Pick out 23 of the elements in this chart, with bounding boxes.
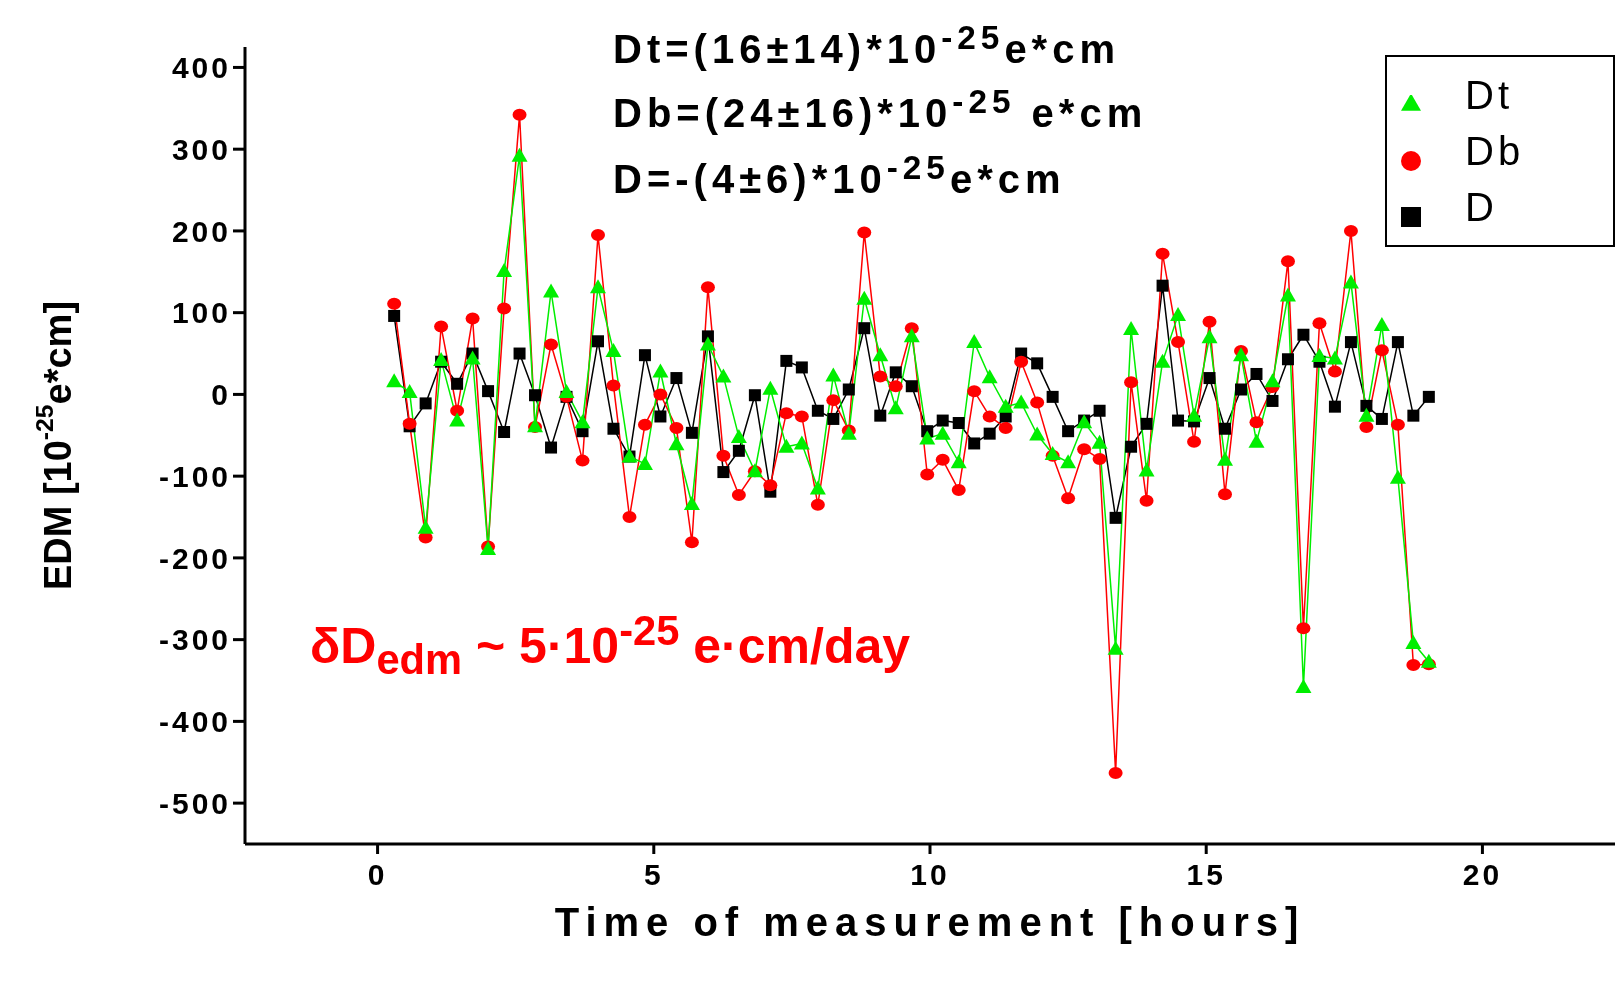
legend-label: D	[1465, 185, 1498, 229]
y-tick-label: 200	[171, 214, 231, 248]
x-tick-label: 10	[910, 858, 950, 892]
y-tick-label: 300	[171, 132, 231, 166]
y-tick-label: -300	[158, 623, 231, 657]
legend-label: Dt	[1465, 73, 1513, 117]
legend-label: Db	[1465, 129, 1525, 173]
x-tick-label: 20	[1462, 858, 1503, 892]
annotation: Dt=(16±14)*10$^{-25}$e*cm	[613, 18, 1120, 74]
annotation: Db=(24±16)*10$^{-25}$ e*cm	[613, 82, 1148, 138]
x-tick-label: 0	[367, 858, 388, 892]
x-tick-label: 5	[643, 858, 664, 892]
annotation: D=-(4±6)*10$^{-25}$e*cm	[613, 148, 1066, 204]
y-tick-label: -100	[158, 459, 231, 493]
y-tick-label: -200	[158, 541, 231, 575]
x-tick-label: 15	[1186, 858, 1226, 892]
y-tick-label: 400	[171, 51, 231, 85]
y-tick-label: 0	[211, 378, 231, 412]
y-tick-label: -500	[158, 786, 231, 820]
x-axis-title: Time of measurement [hours]	[554, 900, 1306, 944]
annotation: δD$_{edm}$ ~ 5·10$^{-25}$ e·cm/day	[310, 606, 911, 685]
y-tick-label: -400	[158, 705, 231, 739]
y-tick-label: 100	[171, 296, 231, 330]
